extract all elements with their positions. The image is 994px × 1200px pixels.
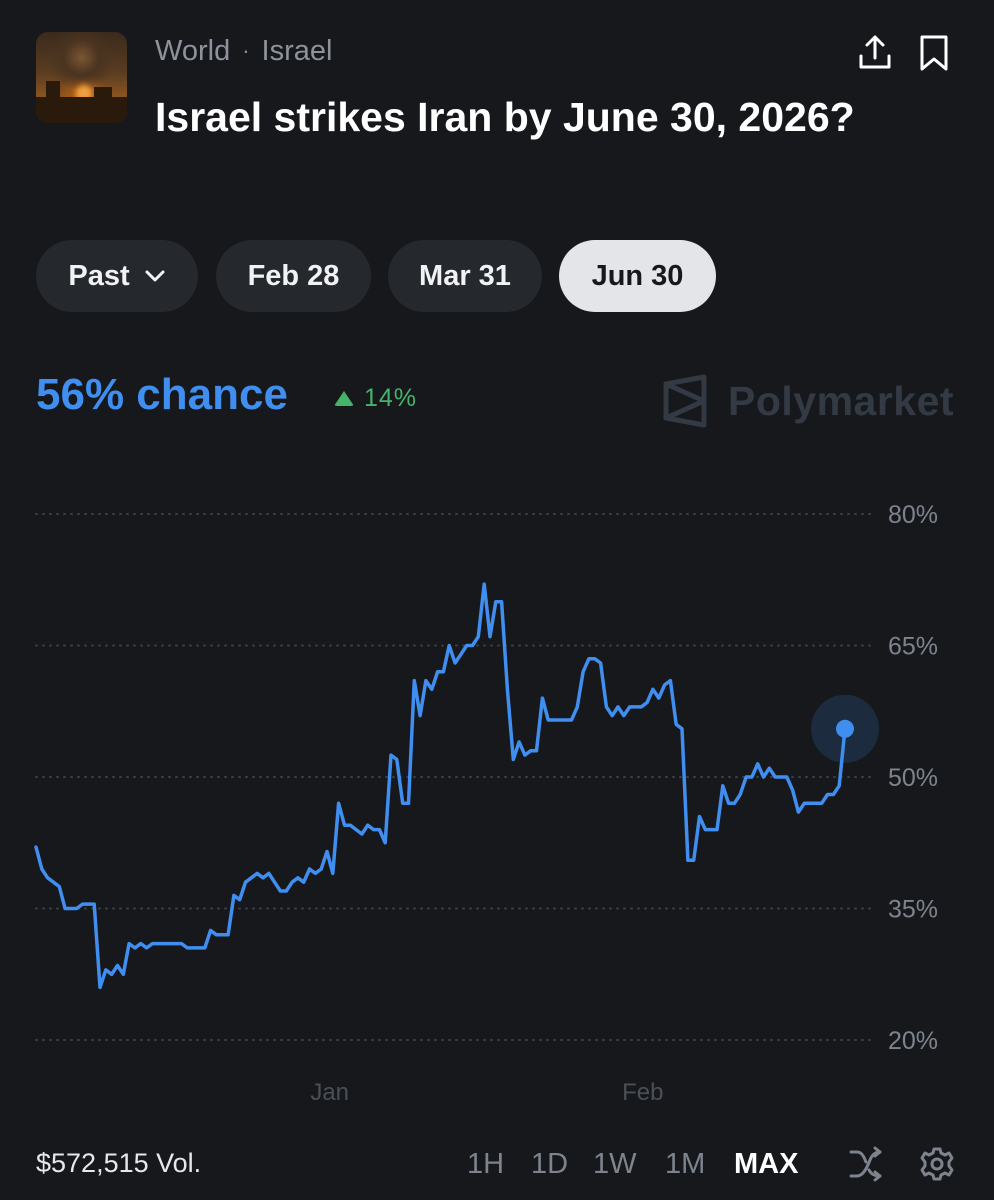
y-tick-label: 20% [888, 1027, 938, 1055]
tab-past-label: Past [68, 259, 130, 292]
change-value: 14% [364, 384, 418, 412]
x-tick-label: Jan [310, 1079, 349, 1106]
y-tick-label: 50% [888, 764, 938, 792]
bookmark-button[interactable] [916, 34, 952, 72]
timeframe-1d[interactable]: 1D [531, 1148, 569, 1180]
price-chart[interactable]: 80% 65% 50% 35% 20% Jan Feb [0, 470, 994, 1130]
tab-mar-31-label: Mar 31 [419, 259, 511, 292]
brand-watermark: Polymarket [662, 374, 954, 428]
gear-icon [920, 1147, 954, 1181]
chance-value: 56% chance [36, 370, 288, 419]
tab-past[interactable]: Past [36, 240, 198, 312]
series-line [34, 582, 847, 990]
settings-button[interactable] [919, 1146, 955, 1182]
current-point [836, 719, 854, 738]
timeframe-max[interactable]: MAX [734, 1148, 799, 1180]
breadcrumb-world[interactable]: World [155, 34, 231, 67]
tab-feb-28[interactable]: Feb 28 [216, 240, 371, 312]
y-tick-label: 80% [888, 501, 938, 529]
brand-name: Polymarket [728, 377, 955, 424]
share-button[interactable] [856, 34, 894, 72]
market-title: Israel strikes Iran by June 30, 2026? [155, 94, 855, 140]
change-badge: 14% [334, 384, 417, 413]
timeframe-1w[interactable]: 1W [593, 1148, 637, 1180]
triangle-up-icon [334, 391, 354, 406]
shuffle-icon [849, 1146, 882, 1182]
timeframe-1m[interactable]: 1M [665, 1148, 706, 1180]
polymarket-logo-icon [663, 374, 707, 428]
share-icon [859, 35, 891, 69]
tab-jun-30-label: Jun 30 [591, 259, 684, 292]
timeframe-1h[interactable]: 1H [467, 1148, 505, 1180]
y-tick-label: 65% [888, 633, 938, 661]
y-tick-label: 35% [888, 896, 938, 924]
chevron-down-icon [145, 270, 165, 282]
x-tick-label: Feb [622, 1079, 663, 1106]
shuffle-button[interactable] [848, 1146, 884, 1182]
bookmark-icon [920, 35, 948, 71]
tab-jun-30[interactable]: Jun 30 [559, 240, 716, 312]
volume-label: $572,515 Vol. [36, 1148, 202, 1178]
breadcrumb: World · Israel [155, 34, 332, 68]
market-thumbnail [36, 32, 127, 123]
breadcrumb-separator: · [242, 38, 250, 64]
tab-mar-31[interactable]: Mar 31 [388, 240, 542, 312]
breadcrumb-israel[interactable]: Israel [261, 34, 333, 67]
tab-feb-28-label: Feb 28 [247, 259, 340, 292]
